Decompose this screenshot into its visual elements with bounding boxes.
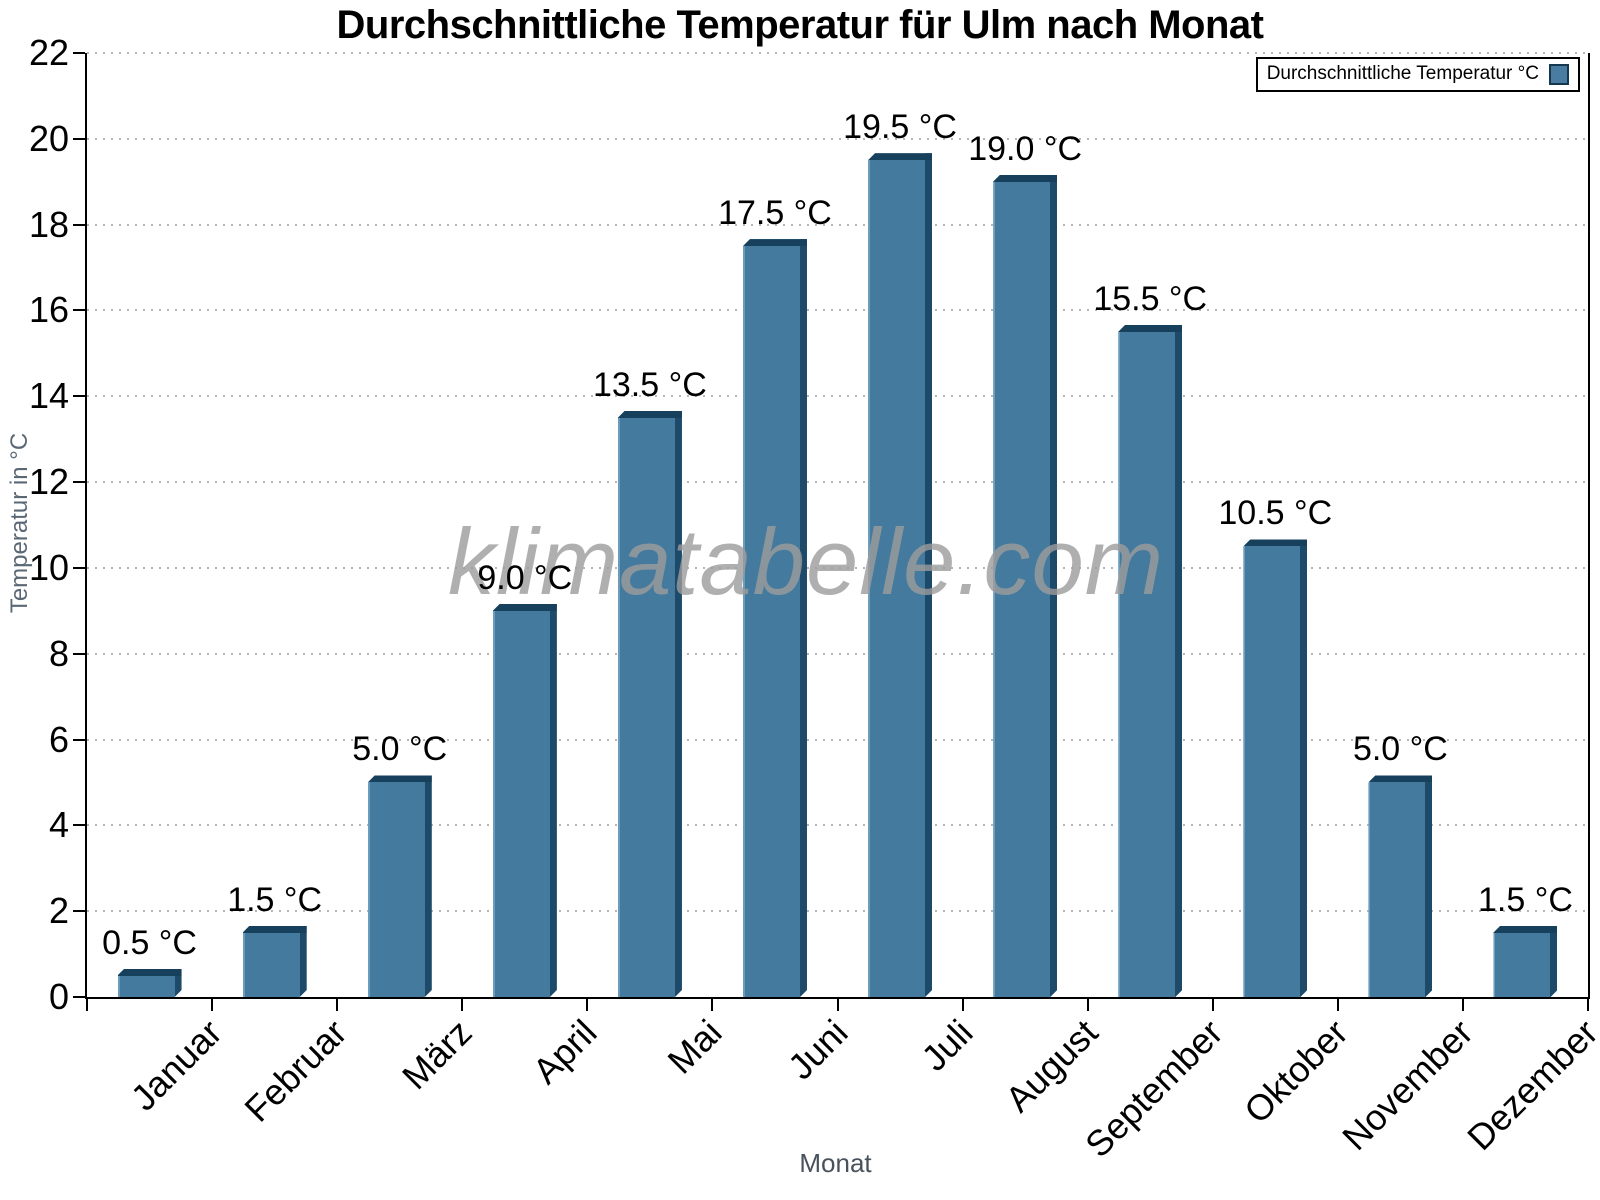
x-tick-9 bbox=[1211, 999, 1214, 1011]
legend-swatch-icon bbox=[1549, 63, 1569, 85]
gridline-y-4 bbox=[87, 824, 1588, 827]
bar-august bbox=[993, 175, 1057, 997]
bar-november bbox=[1368, 775, 1432, 997]
x-tick-0 bbox=[86, 999, 88, 1011]
y-tick-2 bbox=[73, 910, 85, 913]
y-tick-label-16: 16 bbox=[28, 289, 69, 331]
gridline-y-18 bbox=[87, 223, 1588, 226]
watermark: klimatabelle.com bbox=[448, 509, 1165, 614]
y-tick-14 bbox=[73, 395, 85, 398]
x-tick-5 bbox=[711, 999, 714, 1011]
y-axis-title: Temperatur in °C bbox=[6, 432, 33, 614]
gridline-y-10 bbox=[87, 566, 1588, 569]
bar-dezember bbox=[1493, 926, 1557, 997]
x-tick-11 bbox=[1461, 999, 1464, 1011]
bar-oktober bbox=[1243, 539, 1307, 997]
bar-märz bbox=[368, 775, 432, 997]
y-tick-16 bbox=[73, 309, 85, 312]
bar-value-label-dezember: 1.5 °C bbox=[1478, 880, 1573, 919]
y-tick-label-14: 14 bbox=[28, 375, 69, 417]
legend-label: Durchschnittliche Temperatur °C bbox=[1266, 63, 1539, 84]
bar-juli bbox=[868, 153, 932, 997]
y-tick-label-6: 6 bbox=[48, 718, 69, 760]
gridline-y-20 bbox=[87, 137, 1588, 140]
bar-mai bbox=[618, 411, 682, 997]
x-axis-title: Monat bbox=[799, 1148, 872, 1178]
y-tick-18 bbox=[73, 223, 85, 226]
y-tick-label-12: 12 bbox=[28, 461, 69, 503]
bar-juni bbox=[743, 239, 807, 997]
bar-value-label-juli: 19.5 °C bbox=[843, 108, 957, 147]
bar-september bbox=[1118, 325, 1182, 997]
x-tick-2 bbox=[336, 999, 339, 1011]
y-tick-10 bbox=[73, 566, 85, 569]
x-tick-1 bbox=[211, 999, 214, 1011]
x-tick-6 bbox=[836, 999, 839, 1011]
bar-value-label-februar: 1.5 °C bbox=[227, 880, 323, 919]
plot-area: 0 2 4 6 8 10 12 14 16 18 20 22 0.5 °C Januar 1.5 °C Feb… bbox=[29, 35, 1600, 1166]
bar-februar bbox=[243, 926, 307, 997]
bar-value-label-august: 19.0 °C bbox=[968, 129, 1083, 168]
legend: Durchschnittliche Temperatur °C bbox=[1255, 57, 1580, 92]
gridline-y-6 bbox=[87, 738, 1588, 741]
y-tick-label-4: 4 bbox=[48, 804, 69, 846]
x-tick-3 bbox=[461, 999, 464, 1011]
gridline-y-8 bbox=[87, 652, 1588, 655]
gridline-y-16 bbox=[87, 309, 1588, 312]
bar-april bbox=[493, 604, 557, 997]
x-tick-4 bbox=[586, 999, 589, 1011]
bar-value-label-november: 5.0 °C bbox=[1352, 730, 1448, 769]
gridline-y-14 bbox=[87, 395, 1588, 398]
gridline-y-22 bbox=[87, 52, 1588, 54]
y-tick-label-18: 18 bbox=[28, 203, 69, 245]
bar-value-label-april: 9.0 °C bbox=[477, 558, 573, 597]
y-tick-6 bbox=[73, 738, 85, 741]
y-tick-label-0: 0 bbox=[48, 976, 69, 1017]
y-tick-label-22: 22 bbox=[28, 32, 69, 73]
bar-value-label-märz: 5.0 °C bbox=[352, 730, 448, 769]
x-tick-10 bbox=[1336, 999, 1339, 1011]
y-tick-20 bbox=[73, 137, 85, 140]
bar-value-label-september: 15.5 °C bbox=[1093, 279, 1208, 318]
bar-value-label-januar: 0.5 °C bbox=[102, 923, 197, 962]
x-tick-8 bbox=[1086, 999, 1089, 1011]
y-tick-4 bbox=[73, 824, 85, 827]
x-tick-7 bbox=[961, 999, 964, 1011]
y-tick-8 bbox=[73, 652, 85, 655]
bar-value-label-oktober: 10.5 °C bbox=[1218, 494, 1333, 533]
gridline-y-12 bbox=[87, 481, 1588, 484]
y-tick-0 bbox=[73, 996, 85, 998]
bar-value-label-juni: 17.5 °C bbox=[718, 194, 832, 233]
x-tick-12 bbox=[1587, 999, 1589, 1011]
bar-januar bbox=[118, 969, 182, 997]
bar-value-label-mai: 13.5 °C bbox=[592, 365, 707, 404]
gridline-y-2 bbox=[87, 910, 1588, 913]
y-tick-label-2: 2 bbox=[48, 890, 69, 932]
y-tick-label-20: 20 bbox=[28, 117, 69, 159]
y-tick-label-8: 8 bbox=[48, 632, 69, 674]
y-tick-12 bbox=[73, 481, 85, 484]
chart-title: Durchschnittliche Temperatur für Ulm nac… bbox=[336, 3, 1265, 47]
y-tick-22 bbox=[73, 52, 85, 54]
y-tick-label-10: 10 bbox=[28, 546, 69, 588]
